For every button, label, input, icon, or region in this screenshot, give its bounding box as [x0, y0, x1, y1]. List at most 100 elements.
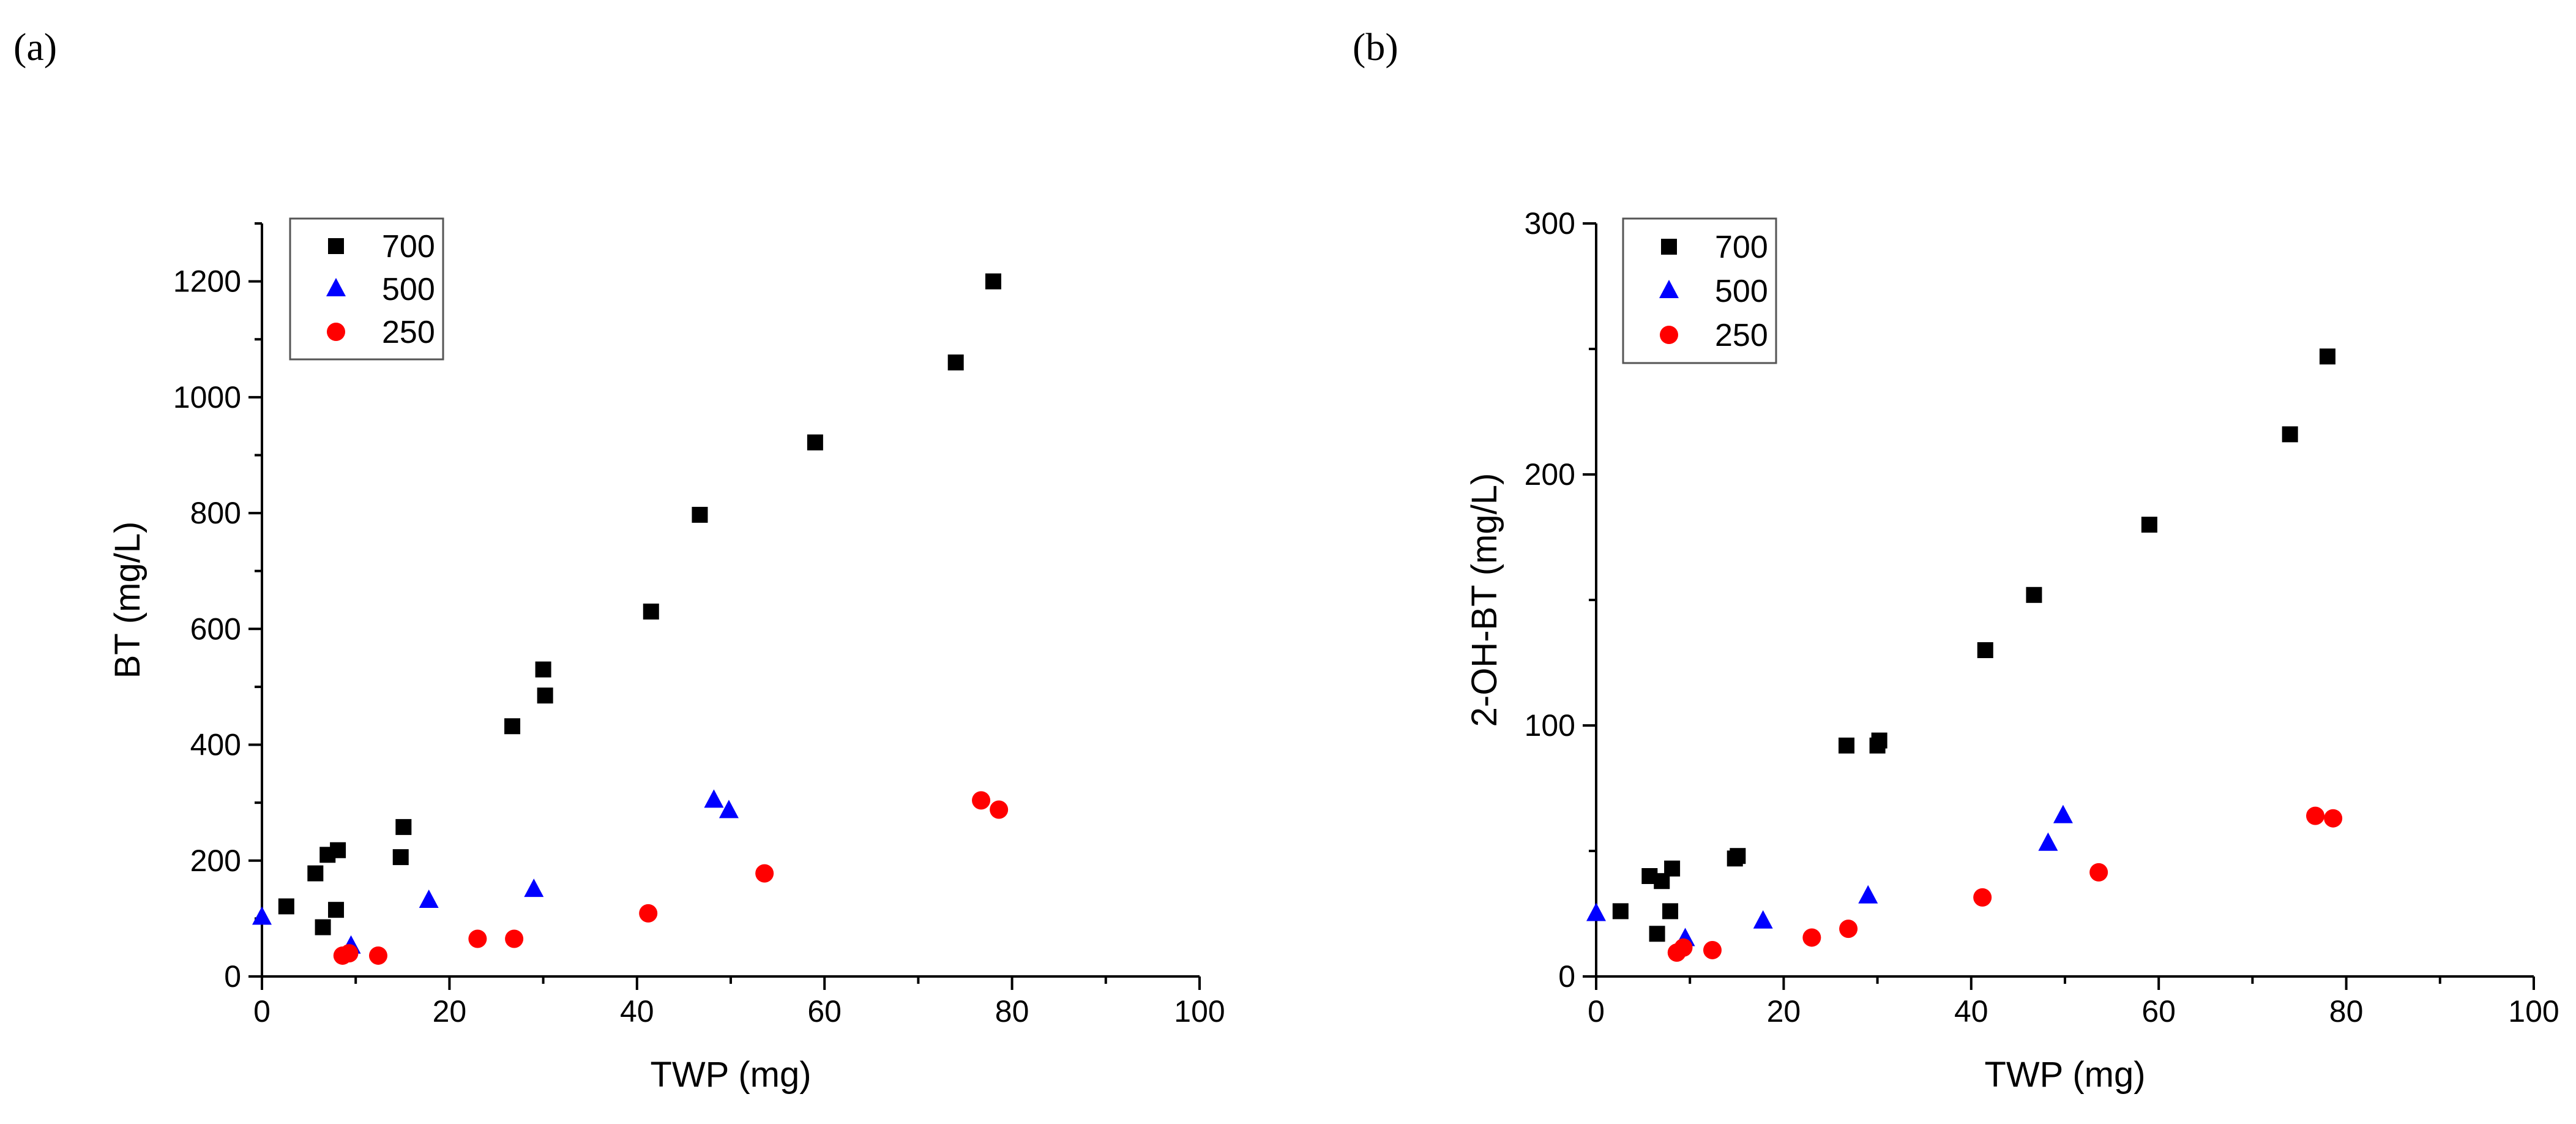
- data-point-250: [505, 929, 524, 948]
- series-500: [252, 789, 739, 954]
- legend: 700 500 250: [1622, 217, 1777, 364]
- data-point-250: [1802, 928, 1821, 947]
- series-500: [1586, 804, 2073, 946]
- x-tick-label: 40: [1954, 994, 1988, 1028]
- data-point-700: [504, 718, 521, 735]
- data-point-250: [1703, 940, 1722, 959]
- data-point-250: [340, 944, 359, 963]
- y-tick-label: 1000: [173, 380, 241, 414]
- y-tick-label: 600: [190, 612, 241, 646]
- data-point-700: [1664, 860, 1681, 877]
- data-point-700: [330, 842, 346, 858]
- x-axis-label: TWP (mg): [1984, 1055, 2145, 1095]
- x-tick-label: 20: [1767, 994, 1801, 1028]
- legend-label-250: 250: [1715, 318, 1768, 353]
- legend-label-250: 250: [382, 315, 435, 350]
- data-point-250: [1973, 888, 1992, 907]
- legend-marker-250: [1660, 326, 1678, 344]
- data-point-700: [328, 902, 345, 918]
- data-point-250: [972, 791, 991, 810]
- x-axis-label: TWP (mg): [650, 1055, 811, 1095]
- data-point-250: [1674, 938, 1693, 957]
- legend-marker-700: [1661, 239, 1677, 255]
- x-tick-label: 60: [2141, 994, 2176, 1028]
- data-point-250: [1839, 920, 1858, 939]
- y-tick-label: 200: [190, 844, 241, 878]
- data-point-700: [807, 434, 823, 451]
- series-700: [1612, 348, 2335, 942]
- data-point-700: [643, 603, 659, 620]
- data-point-500: [1858, 885, 1878, 904]
- y-tick-label: 400: [190, 728, 241, 762]
- data-point-250: [990, 800, 1009, 819]
- data-point-700: [1649, 926, 1665, 942]
- legend-marker-700: [328, 238, 344, 254]
- data-point-250: [2324, 809, 2343, 828]
- legend-box: [1622, 217, 1777, 364]
- series-250: [1667, 806, 2343, 962]
- data-point-700: [985, 273, 1001, 290]
- data-point-250: [2089, 863, 2108, 882]
- x-tick-label: 20: [433, 994, 467, 1028]
- data-point-500: [2053, 804, 2073, 823]
- panel-label: (b): [1353, 25, 1398, 69]
- data-point-700: [1871, 732, 1887, 749]
- data-point-250: [2306, 806, 2325, 825]
- data-point-700: [1839, 737, 1855, 754]
- legend-label-700: 700: [1715, 230, 1768, 265]
- y-axis-label: BT (mg/L): [108, 522, 147, 679]
- y-tick-label: 0: [1558, 959, 1575, 994]
- x-tick-label: 80: [2329, 994, 2364, 1028]
- data-point-250: [755, 864, 774, 883]
- data-point-250: [639, 904, 658, 923]
- data-point-500: [1586, 902, 1606, 921]
- legend-box: [289, 217, 444, 361]
- data-point-500: [419, 890, 439, 909]
- data-point-700: [2141, 517, 2157, 533]
- y-tick-label: 300: [1525, 206, 1575, 241]
- y-tick-label: 200: [1525, 457, 1575, 492]
- y-tick-label: 1200: [173, 264, 241, 299]
- legend-label-500: 500: [382, 272, 435, 307]
- legend-label-500: 500: [1715, 274, 1768, 309]
- data-point-700: [537, 688, 553, 704]
- legend-marker-500: [1659, 280, 1679, 298]
- y-tick-label: 800: [190, 496, 241, 530]
- data-point-700: [1662, 903, 1679, 920]
- x-tick-label: 0: [1588, 994, 1605, 1028]
- legend-label-700: 700: [382, 229, 435, 264]
- legend-marker-250: [327, 323, 345, 341]
- data-point-700: [1977, 642, 1993, 658]
- data-point-700: [535, 661, 551, 678]
- panel-label: (a): [13, 25, 57, 69]
- data-point-250: [368, 946, 387, 965]
- x-tick-label: 80: [995, 994, 1029, 1028]
- data-point-500: [704, 789, 724, 808]
- data-point-250: [468, 929, 487, 948]
- data-point-500: [2038, 832, 2058, 851]
- x-tick-label: 100: [1174, 994, 1225, 1028]
- data-point-500: [719, 800, 739, 819]
- legend-marker-500: [326, 278, 346, 296]
- data-point-700: [307, 865, 324, 882]
- data-point-700: [278, 898, 294, 915]
- chart-panel-b: (b) 0 20 40 60 80 100 0 100 200 300 TWP (mg) 2-OH-BT…: [1353, 25, 2559, 1095]
- data-point-700: [2319, 348, 2335, 365]
- y-axis-label: 2-OH-BT (mg/L): [1465, 473, 1504, 727]
- data-point-700: [315, 919, 331, 935]
- data-point-700: [2026, 586, 2042, 603]
- data-point-700: [1730, 848, 1746, 864]
- data-point-700: [2282, 426, 2298, 443]
- data-point-700: [692, 506, 708, 523]
- data-point-700: [392, 849, 409, 866]
- x-tick-label: 60: [807, 994, 842, 1028]
- data-point-700: [1612, 903, 1629, 920]
- data-point-500: [524, 879, 544, 897]
- x-tick-label: 100: [2508, 994, 2559, 1028]
- series-700: [278, 273, 1001, 935]
- chart-panel-a: (a)0 20 40 60 80 100020040060080010001200TWP …: [13, 25, 1225, 1095]
- x-tick-label: 0: [253, 994, 271, 1028]
- data-point-500: [252, 906, 272, 925]
